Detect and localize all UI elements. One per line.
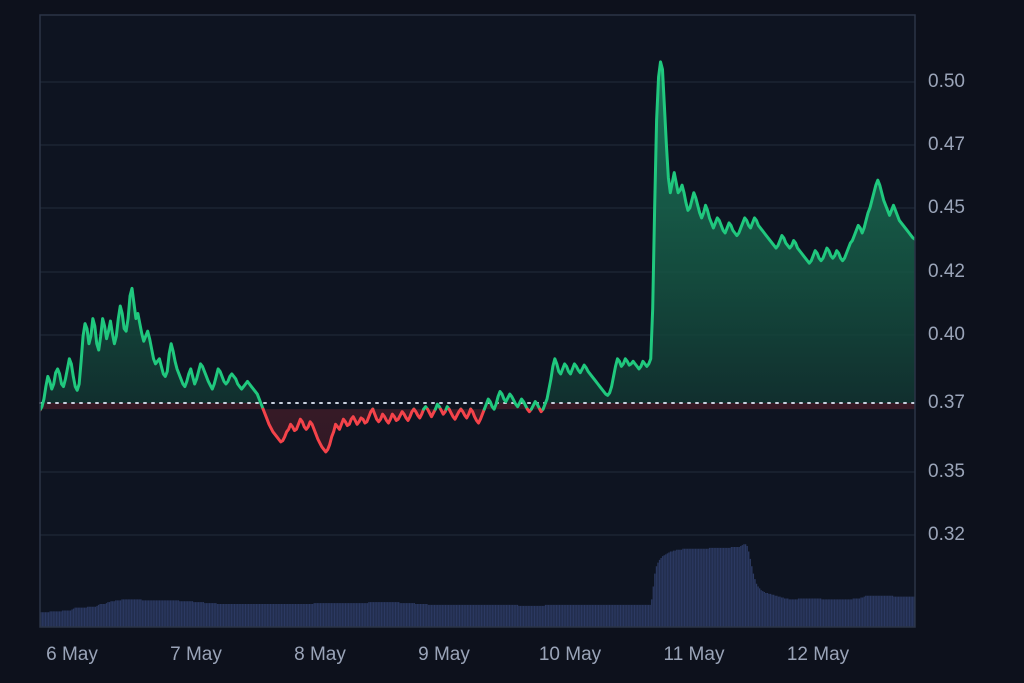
x-axis-tick-labels: 6 May 7 May 8 May 9 May 10 May 11 May 12 May (46, 644, 850, 665)
x-axis-tick-label: 6 May (46, 644, 98, 665)
price-line-segment-down (426, 407, 437, 419)
y-axis-tick-label: 0.40 (928, 324, 965, 345)
y-axis-tick-label: 0.47 (928, 134, 965, 155)
x-axis-tick-label: 11 May (664, 644, 725, 665)
price-line-segment-down (459, 407, 473, 420)
price-line-segment-down (439, 407, 448, 416)
y-axis-tick-labels: 0.50 0.47 0.45 0.42 0.40 0.37 0.35 0.32 (928, 71, 965, 545)
x-axis-tick-label: 7 May (170, 644, 222, 665)
y-axis-tick-label: 0.42 (928, 261, 965, 282)
x-axis-tick-label: 9 May (418, 644, 470, 665)
price-line-segment-up (482, 390, 529, 411)
volume-bars (40, 544, 915, 627)
price-line-segment-down (469, 407, 486, 425)
price-line-segment-down (261, 407, 375, 454)
price-area-down (40, 403, 915, 452)
price-area-up (42, 61, 915, 403)
x-axis-tick-label: 10 May (539, 644, 602, 665)
price-line-segment-up (541, 60, 915, 411)
price-line-segment-down (412, 407, 426, 420)
y-axis-tick-label: 0.32 (928, 524, 965, 545)
price-line-segment-down (447, 407, 463, 421)
y-axis-tick-label: 0.45 (928, 197, 965, 218)
price-line-segment-down (371, 407, 416, 425)
price-line-segment-up (40, 286, 265, 411)
x-axis-tick-label: 8 May (294, 644, 346, 665)
y-axis-tick-label: 0.50 (928, 71, 965, 92)
price-line (40, 60, 915, 454)
y-axis-tick-label: 0.37 (928, 392, 965, 413)
y-axis-tick-label: 0.35 (928, 461, 965, 482)
x-axis-tick-label: 12 May (787, 644, 850, 665)
plot-area-border (39, 14, 916, 628)
